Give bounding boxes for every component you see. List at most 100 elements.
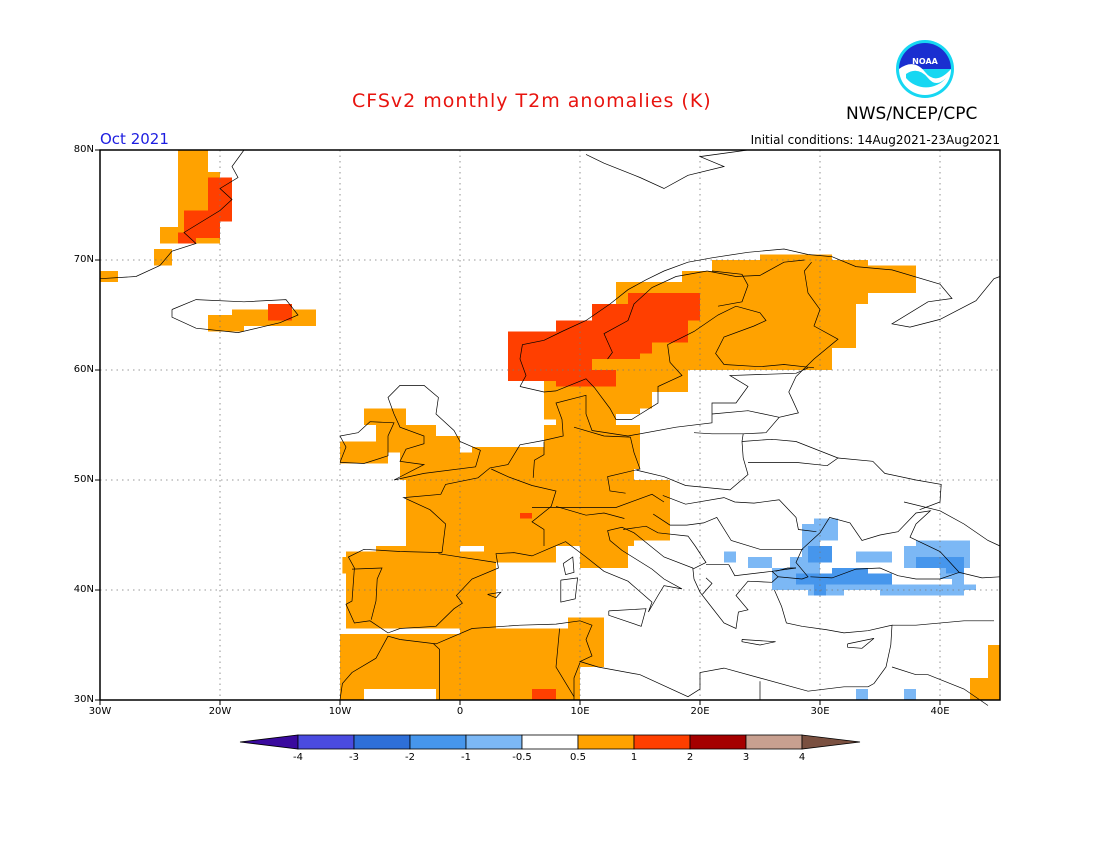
anomaly-cell: [208, 315, 244, 332]
coastline: [891, 666, 989, 706]
anomaly-cell: [178, 232, 196, 244]
colorbar-label: 4: [798, 752, 806, 763]
coastline: [487, 591, 502, 599]
anomaly-cell: [628, 381, 652, 409]
anomaly-cell: [268, 304, 292, 321]
anomaly-cell: [832, 568, 868, 579]
colorbar-label: 2: [686, 752, 694, 763]
anomaly-cell: [580, 546, 628, 568]
coastline: [837, 457, 942, 511]
anomaly-cell: [340, 678, 364, 700]
anomaly-cell: [556, 370, 616, 387]
coastline: [608, 608, 647, 627]
initial-conditions: Initial conditions: 14Aug2021-23Aug2021: [750, 133, 1000, 147]
anomaly-cell: [772, 568, 796, 585]
colorbar-segment: [633, 734, 691, 750]
anomaly-cell: [376, 546, 460, 563]
coastline: [743, 376, 799, 435]
coastline: [711, 410, 780, 418]
colorbar-label: -4: [293, 752, 303, 763]
coastline: [99, 149, 245, 280]
anomaly-cell: [760, 254, 832, 282]
anomaly-cell: [856, 265, 916, 293]
coastline: [847, 638, 875, 649]
coastline: [741, 639, 776, 646]
colorbar-label: -0.5: [512, 752, 532, 763]
colorbar: [239, 734, 861, 750]
map-frame: [99, 149, 1001, 701]
coastline: [171, 299, 299, 333]
anomaly-cell: [628, 293, 700, 321]
coastline: [653, 513, 804, 550]
colorbar-label: -1: [461, 752, 471, 763]
anomaly-cell: [544, 425, 640, 469]
coastline: [741, 438, 839, 467]
colorbar-arrow-low: [239, 734, 299, 750]
lat-label: 60N: [73, 364, 94, 375]
anomaly-cell: [574, 392, 604, 414]
anomaly-cell: [814, 518, 838, 541]
colorbar-segment: [297, 734, 355, 750]
coastline: [560, 577, 578, 603]
coastline: [433, 643, 440, 700]
anomaly-cell: [460, 480, 670, 541]
anomaly-cell: [100, 271, 118, 282]
lon-label: 20W: [208, 706, 232, 717]
map-title: CFSv2 monthly T2m anomalies (K): [352, 90, 712, 112]
colorbar-segment: [409, 734, 467, 750]
lat-label: 70N: [73, 254, 94, 265]
coastline: [519, 305, 815, 420]
anomaly-cell: [988, 645, 1000, 684]
anomaly-cell: [580, 623, 592, 634]
coastline: [795, 261, 839, 377]
anomaly-cell: [820, 584, 976, 590]
anomaly-cell: [178, 150, 208, 172]
coastline: [491, 468, 557, 546]
anomaly-cell: [904, 689, 916, 700]
lon-label: 0: [456, 706, 464, 717]
anomaly-cell: [856, 689, 868, 700]
anomaly-cell: [154, 249, 172, 266]
anomaly-cells: [100, 150, 1000, 700]
anomaly-cell: [724, 315, 760, 348]
anomaly-cell: [634, 342, 652, 354]
lon-label: 40E: [930, 706, 950, 717]
coastline: [892, 620, 994, 626]
colorbar-arrow-high: [801, 734, 861, 750]
coastline: [555, 628, 575, 697]
coastline: [573, 426, 641, 494]
colorbar-segment: [577, 734, 635, 750]
coastline: [774, 589, 893, 688]
anomaly-cell: [364, 408, 406, 425]
colorbar-segment: [521, 734, 579, 750]
colorbar-label: -2: [405, 752, 415, 763]
coastline: [711, 270, 749, 307]
coastline: [519, 248, 1001, 387]
map-gridlines: [100, 150, 1000, 700]
coastline: [402, 367, 809, 553]
coastline: [623, 525, 707, 570]
coastline: [707, 259, 805, 277]
coastline: [438, 553, 497, 563]
colorbar-segment: [745, 734, 803, 750]
anomaly-cell: [808, 546, 832, 563]
anomaly-cell: [724, 551, 736, 563]
lon-label: 30E: [810, 706, 830, 717]
axis-ticks: [95, 149, 941, 705]
anomaly-cell: [532, 689, 556, 700]
lat-label: 80N: [73, 144, 94, 155]
anomaly-cell: [820, 282, 856, 348]
anomaly-cell: [880, 590, 964, 596]
colorbar-label: 1: [630, 752, 638, 763]
coastline: [636, 432, 749, 491]
coastline: [702, 577, 713, 595]
coastline: [345, 510, 960, 634]
lon-label: 30W: [88, 706, 112, 717]
coastline: [555, 506, 625, 519]
colorbar-segment: [465, 734, 523, 750]
coastline: [573, 662, 581, 700]
coastline: [339, 620, 868, 701]
coastline: [562, 556, 575, 576]
forecast-month: Oct 2021: [100, 130, 169, 148]
